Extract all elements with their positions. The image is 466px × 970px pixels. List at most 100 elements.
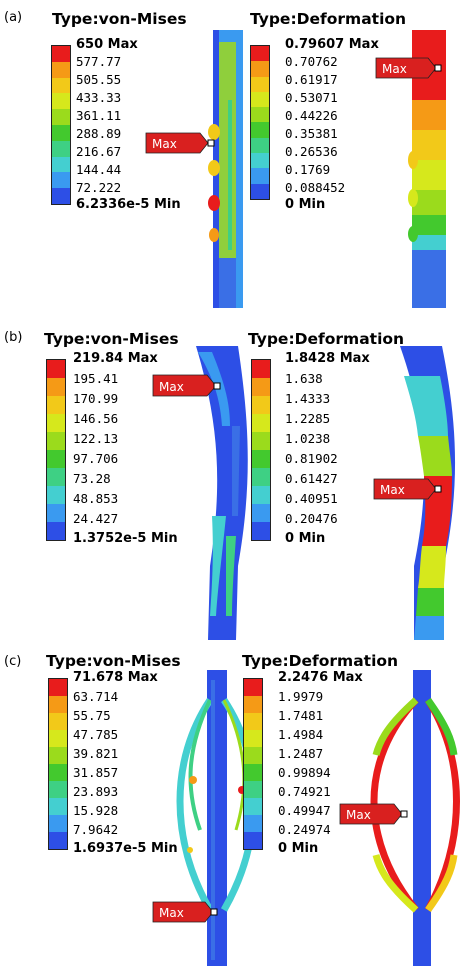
- panel-b-stress-tick-4: 122.13: [73, 431, 119, 446]
- panel-a-stress-max: 650 Max: [76, 37, 138, 52]
- panel-c-deformation-tick-1: 1.9979: [278, 689, 324, 704]
- panel-c: Max Max (c) Type:von-Mises 71.678 Max 63…: [0, 640, 466, 970]
- colorbar-segment: [47, 414, 65, 432]
- panel-c-stress-max: 71.678 Max: [73, 670, 158, 685]
- colorbar-segment: [252, 378, 270, 396]
- colorbar-segment: [252, 486, 270, 504]
- panel-b-stress-tick-2: 170.99: [73, 391, 119, 406]
- panel-b-stress-title: Type:von-Mises: [44, 330, 179, 348]
- panel-c-stress-tick-5: 31.857: [73, 765, 119, 780]
- panel-b-stress-tick-3: 146.56: [73, 411, 119, 426]
- panel-b-deformation-tick-1: 1.638: [285, 371, 323, 386]
- panel-a-deformation-tick-8: 0.088452: [285, 180, 346, 195]
- colorbar-segment: [49, 815, 67, 832]
- panel-a-stress-tick-5: 288.89: [76, 126, 122, 141]
- panel-c-marker-text-layer: Max Max: [159, 808, 371, 920]
- panel-c-stress-tick-2: 55.75: [73, 708, 111, 723]
- panel-c-deformation-marker: [339, 803, 408, 825]
- panel-b-models: [152, 346, 456, 640]
- colorbar-segment: [49, 781, 67, 798]
- panel-b-deformation-tick-3: 1.2285: [285, 411, 331, 426]
- panel-a-deformation-marker: [375, 57, 442, 79]
- colorbar-segment: [52, 140, 70, 157]
- panel-a-deformation-max: 0.79607 Max: [285, 37, 379, 52]
- panel-a: Max Max (a) Type:von-Mises 650 Max 577.7…: [0, 0, 466, 316]
- panel-b-deformation-colorbar: [251, 359, 271, 541]
- colorbar-segment: [251, 107, 269, 123]
- panel-a-stress-marker-label: Max: [152, 137, 177, 151]
- panel-c-stress-min: 1.6937e-5 Min: [73, 841, 178, 856]
- panel-c-stress-marker-label: Max: [159, 906, 184, 920]
- panel-c-label: (c): [4, 654, 22, 669]
- colorbar-segment: [251, 76, 269, 92]
- colorbar-segment: [252, 522, 270, 540]
- panel-a-label: (a): [4, 10, 23, 25]
- colorbar-segment: [52, 172, 70, 189]
- panel-b-stress-min: 1.3752e-5 Min: [73, 531, 178, 546]
- panel-a-marker-text-layer: Max Max: [152, 62, 407, 151]
- panel-a-stress-tick-8: 72.222: [76, 180, 122, 195]
- colorbar-segment: [49, 679, 67, 696]
- colorbar-segment: [47, 378, 65, 396]
- panel-b-deformation-tick-4: 1.0238: [285, 431, 331, 446]
- colorbar-segment: [47, 504, 65, 522]
- panel-c-deformation-tick-7: 0.49947: [278, 803, 331, 818]
- colorbar-segment: [52, 61, 70, 78]
- panel-c-stress-tick-8: 7.9642: [73, 822, 119, 837]
- panel-a-stress-model: [208, 30, 243, 308]
- colorbar-segment: [49, 832, 67, 849]
- panel-b-stress-tick-6: 73.28: [73, 471, 111, 486]
- panel-b-deformation-marker: [373, 478, 442, 500]
- colorbar-segment: [52, 46, 70, 62]
- panel-a-stress-title: Type:von-Mises: [52, 10, 187, 28]
- colorbar-segment: [244, 679, 262, 696]
- panel-b-deformation-tick-5: 0.81902: [285, 451, 338, 466]
- colorbar-segment: [244, 815, 262, 832]
- colorbar-segment: [244, 798, 262, 815]
- panel-b: Max Max (b) Type:von-Mises 219.84 Max 19…: [0, 316, 466, 640]
- colorbar-segment: [47, 468, 65, 486]
- panel-a-deformation-tick-5: 0.35381: [285, 126, 338, 141]
- colorbar-segment: [252, 414, 270, 432]
- panel-a-stress-colorbar: [51, 45, 71, 205]
- colorbar-segment: [252, 450, 270, 468]
- colorbar-segment: [244, 713, 262, 730]
- panel-a-deformation-tick-7: 0.1769: [285, 162, 331, 177]
- colorbar-segment: [47, 432, 65, 450]
- panel-b-stress-tick-8: 24.427: [73, 511, 119, 526]
- colorbar-segment: [49, 747, 67, 764]
- colorbar-segment: [251, 46, 269, 62]
- panel-a-stress-tick-6: 216.67: [76, 144, 122, 159]
- panel-a-deformation-marker-label: Max: [382, 62, 407, 76]
- panel-b-stress-marker-label: Max: [159, 380, 184, 394]
- panel-a-stress-tick-3: 433.33: [76, 90, 122, 105]
- panel-c-deformation-tick-6: 0.74921: [278, 784, 331, 799]
- panel-b-label: (b): [4, 330, 23, 345]
- panel-c-deformation-colorbar: [243, 678, 263, 850]
- colorbar-segment: [52, 109, 70, 125]
- colorbar-segment: [47, 396, 65, 414]
- panel-a-stress-tick-1: 577.77: [76, 54, 122, 69]
- colorbar-segment: [244, 747, 262, 764]
- panel-a-deformation-tick-4: 0.44226: [285, 108, 338, 123]
- colorbar-segment: [49, 696, 67, 713]
- panel-a-deformation-tick-3: 0.53071: [285, 90, 338, 105]
- panel-c-deformation-tick-5: 0.99894: [278, 765, 331, 780]
- panel-c-deformation-min: 0 Min: [278, 841, 319, 856]
- panel-c-stress-tick-7: 15.928: [73, 803, 119, 818]
- panel-b-stress-marker: [152, 374, 221, 397]
- colorbar-segment: [52, 77, 70, 94]
- panel-a-deformation-colorbar: [250, 45, 270, 200]
- colorbar-segment: [52, 124, 70, 141]
- panel-b-deformation-tick-2: 1.4333: [285, 391, 331, 406]
- colorbar-segment: [252, 504, 270, 522]
- panel-a-deformation-model: [408, 30, 446, 308]
- panel-a-deformation-min: 0 Min: [285, 197, 326, 212]
- colorbar-segment: [251, 168, 269, 184]
- panel-a-stress-tick-7: 144.44: [76, 162, 122, 177]
- panel-a-stress-marker: [145, 132, 215, 154]
- colorbar-segment: [251, 183, 269, 199]
- panel-c-deformation-tick-8: 0.24974: [278, 822, 331, 837]
- panel-b-stress-colorbar: [46, 359, 66, 541]
- panel-a-stress-tick-4: 361.11: [76, 108, 122, 123]
